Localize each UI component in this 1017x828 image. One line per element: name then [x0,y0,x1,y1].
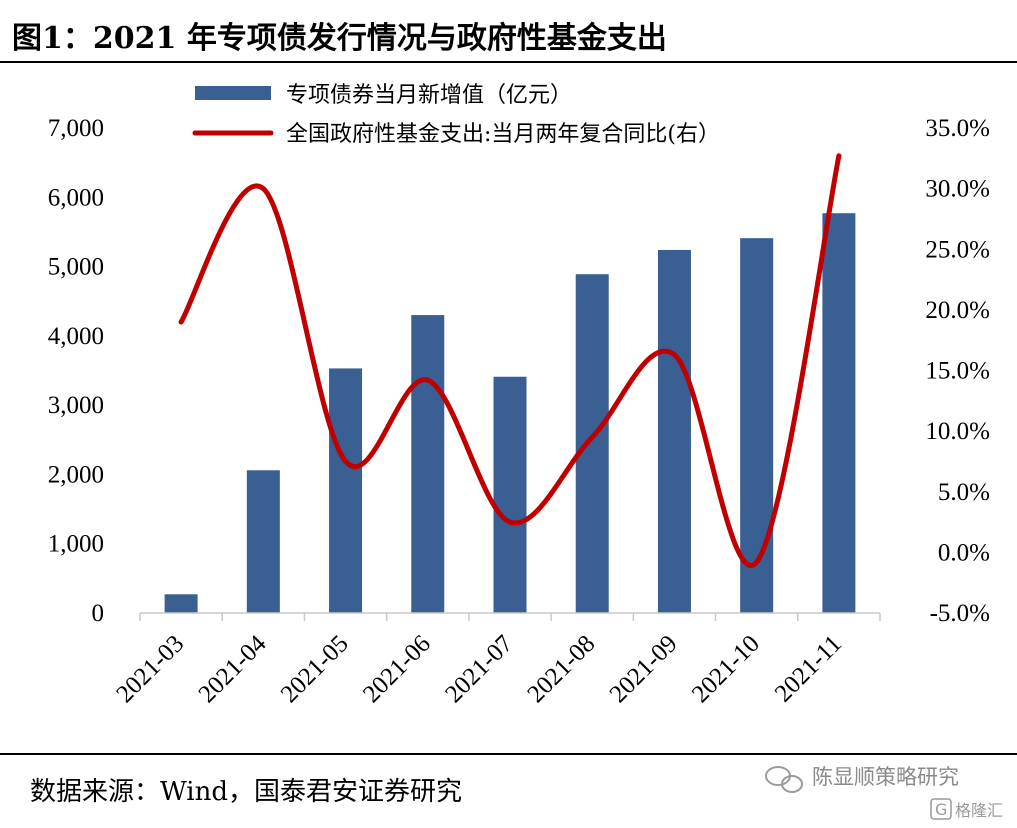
bar [575,274,609,613]
right-tick-label: 0.0% [938,539,990,566]
right-tick-label: 30.0% [925,176,990,203]
line-point [425,377,431,383]
left-tick-label: 2,000 [48,461,104,488]
left-tick-label: 4,000 [48,323,104,350]
x-tick-label: 2021-09 [605,630,683,708]
right-tick-label: 5.0% [938,479,990,506]
line-point [671,352,677,358]
bar [329,368,363,613]
left-tick-label: 5,000 [48,254,104,281]
right-tick-label: -5.0% [930,600,990,627]
watermark: 陈显顺策略研究 G 格隆汇 [765,765,1003,820]
brand-logo-icon [930,798,952,820]
x-tick-label: 2021-04 [194,630,272,708]
line-point [343,458,349,464]
right-tick-label: 25.0% [925,236,990,263]
bar [246,470,280,613]
line-point [507,519,513,525]
x-tick-label: 2021-03 [111,630,189,708]
bar [822,213,856,613]
x-axis-labels: 2021-03 2021-04 2021-05 2021-06 2021-07 2021-… [111,613,881,708]
bar [411,315,445,613]
right-tick-label: 10.0% [925,418,990,445]
bar-series [164,213,856,613]
left-tick-label: 1,000 [48,531,104,558]
wechat-icon [765,766,803,793]
right-axis: -5.0% 0.0% 5.0% 10.0% 15.0% 20.0% 25.0% 30.0% 35… [925,115,990,627]
bar [164,594,198,613]
x-tick-label: 2021-07 [440,630,518,708]
watermark-account: 陈显顺策略研究 [812,765,959,789]
watermark-brand-mark: G [935,800,947,819]
legend-swatch-bars [195,86,271,100]
x-tick-label: 2021-11 [770,630,847,707]
legend-label-line: 全国政府性基金支出:当月两年复合同比(右） [286,122,720,147]
left-tick-label: 3,000 [48,392,104,419]
chart-title: 图1：2021 年专项债发行情况与政府性基金支出 [12,21,667,56]
right-tick-label: 20.0% [925,297,990,324]
left-tick-label: 0 [92,600,105,627]
x-tick-label: 2021-05 [276,630,354,708]
bar [493,376,527,613]
left-axis: 0 1,000 2,000 3,000 4,000 5,000 6,000 7,000 [48,115,104,627]
bar [657,249,691,613]
x-tick-label: 2021-06 [358,630,436,708]
legend-label-bars: 专项债券当月新增值（亿元） [286,83,572,108]
x-tick-label: 2021-08 [522,630,600,708]
line-points [178,153,842,565]
right-tick-label: 35.0% [925,115,990,142]
legend: 专项债券当月新增值（亿元） 全国政府性基金支出:当月两年复合同比(右） [192,83,720,147]
line-point [836,153,842,159]
left-tick-label: 7,000 [48,115,104,142]
line-point [178,319,184,325]
x-tick-label: 2021-10 [687,630,765,708]
line-point [260,186,266,192]
watermark-brand: 格隆汇 [955,801,1003,820]
source-note: 数据来源：Wind，国泰君安证券研究 [30,777,462,807]
bar [740,238,774,613]
right-tick-label: 15.0% [925,358,990,385]
line-point [589,434,595,440]
line-point [754,559,760,565]
left-tick-label: 6,000 [48,184,104,211]
